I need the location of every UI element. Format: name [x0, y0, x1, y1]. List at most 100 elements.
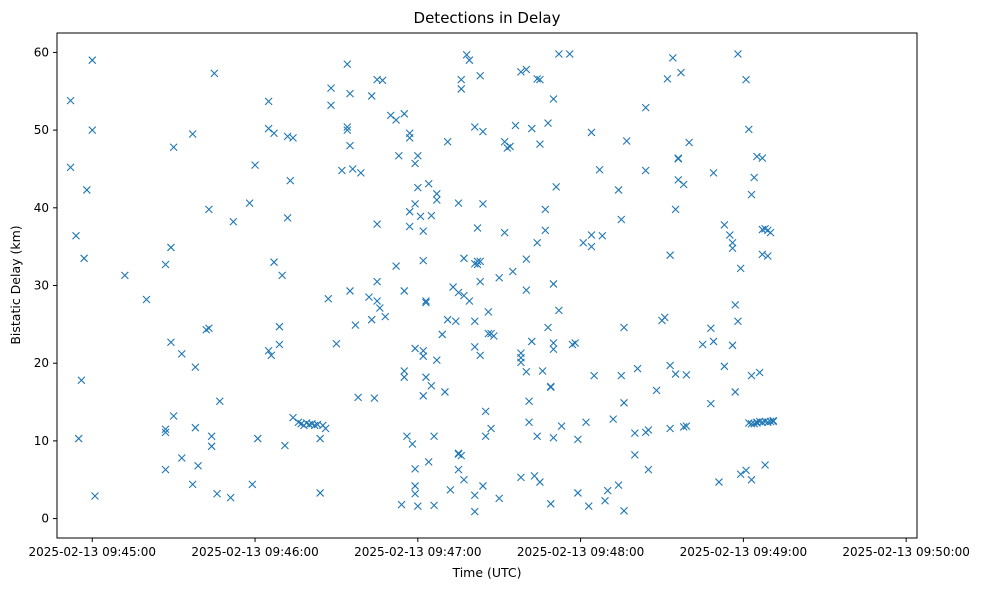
data-point [527, 337, 536, 346]
data-point [365, 293, 373, 302]
data-point [536, 478, 544, 486]
data-point [541, 205, 550, 214]
data-point [280, 441, 289, 450]
data-point [169, 143, 178, 152]
data-point [316, 489, 325, 497]
data-point [766, 417, 775, 426]
data-point [522, 255, 531, 263]
data-point [476, 277, 485, 286]
data-point [709, 168, 718, 177]
data-point [666, 361, 675, 370]
data-point [763, 252, 772, 260]
data-point [381, 312, 390, 321]
data-point [413, 183, 422, 192]
y-tick-label: 30 [34, 279, 49, 293]
data-point [460, 475, 468, 484]
chart-title: Detections in Delay [414, 9, 561, 27]
data-point [641, 103, 650, 112]
data-point [473, 257, 482, 266]
data-point [734, 317, 742, 326]
data-point [620, 506, 628, 515]
data-point [587, 242, 596, 251]
data-point [142, 295, 151, 304]
data-point [603, 486, 612, 495]
data-point [343, 123, 352, 131]
data-point [470, 507, 479, 516]
data-point [538, 367, 547, 375]
x-axis-label: Time (UTC) [451, 565, 521, 580]
data-point [720, 221, 729, 229]
y-axis: 0 10 20 30 40 50 60 [34, 45, 57, 526]
data-point [270, 258, 278, 267]
data-point [674, 154, 683, 162]
data-point [533, 432, 542, 441]
data-point [744, 125, 753, 134]
data-point [677, 68, 685, 77]
data-point [419, 227, 428, 236]
data-point [487, 424, 495, 433]
data-point [579, 238, 588, 247]
data-point [405, 207, 414, 216]
data-point [400, 373, 409, 382]
data-point [443, 315, 452, 324]
data-point [248, 480, 257, 489]
data-point [481, 432, 490, 441]
data-point [481, 407, 490, 416]
data-point [736, 470, 745, 479]
x-tick-label: 2025-02-13 09:46:00 [191, 545, 318, 559]
data-point [622, 137, 631, 145]
data-point [161, 428, 170, 437]
data-point [747, 190, 756, 199]
data-point [479, 127, 487, 136]
data-point [734, 50, 742, 58]
data-point [761, 461, 769, 469]
y-tick-label: 0 [41, 512, 49, 526]
data-point [411, 344, 419, 353]
plot-frame [56, 32, 918, 539]
data-point [413, 502, 422, 511]
data-point [666, 251, 675, 260]
data-point [495, 494, 504, 503]
x-tick-label: 2025-02-13 09:47:00 [354, 545, 481, 559]
data-point [188, 130, 197, 138]
data-point [245, 199, 254, 208]
data-point [283, 214, 292, 222]
data-point [432, 356, 441, 364]
data-point [506, 142, 514, 151]
data-point [348, 165, 357, 173]
data-point [536, 140, 544, 148]
data-point [557, 422, 566, 431]
data-point [679, 423, 688, 431]
data-point [630, 450, 639, 459]
data-point [587, 128, 596, 137]
data-point [430, 501, 438, 510]
data-point [668, 53, 677, 62]
data-point [356, 168, 365, 177]
data-point [679, 180, 688, 189]
y-tick-label: 50 [34, 123, 49, 137]
data-point [465, 297, 474, 305]
data-point [210, 69, 219, 78]
data-point [460, 254, 468, 263]
data-point [80, 254, 89, 263]
data-point [72, 231, 80, 240]
data-point [405, 222, 414, 231]
data-point [177, 454, 186, 462]
data-point [213, 489, 221, 498]
data-point [685, 138, 694, 147]
x-tick-label: 2025-02-13 09:49:00 [680, 545, 807, 559]
data-point [443, 137, 452, 146]
data-point [644, 465, 653, 474]
data-point [747, 475, 756, 484]
data-point [286, 176, 295, 185]
data-point [582, 418, 590, 427]
data-point [191, 363, 200, 371]
data-point [555, 306, 563, 315]
data-point [750, 173, 759, 182]
data-point [476, 71, 485, 80]
data-point [630, 429, 639, 438]
data-point [728, 341, 737, 350]
data-point [321, 424, 330, 433]
data-point [438, 330, 447, 339]
